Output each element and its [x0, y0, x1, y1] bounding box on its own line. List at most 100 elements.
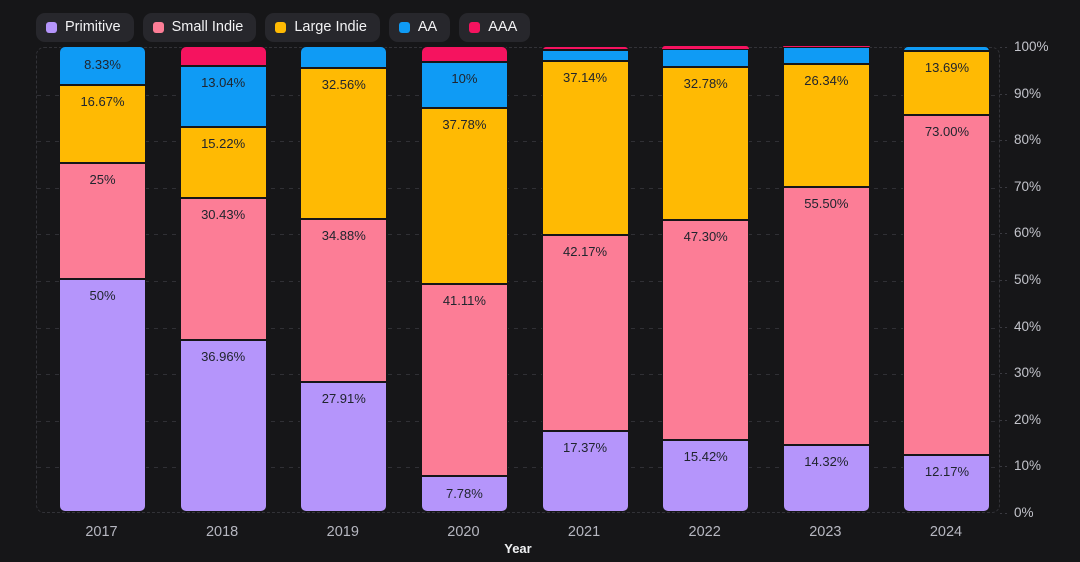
gridline-30: [37, 374, 999, 376]
legend-item-large-indie[interactable]: Large Indie: [265, 13, 380, 42]
bar-2021-small-indie-segment[interactable]: 42.17%: [541, 234, 629, 432]
bar-2018: 36.96% 30.43% 15.22% 13.04%: [179, 46, 267, 512]
bar-2023-large-indie-segment[interactable]: 26.34%: [782, 63, 870, 187]
legend-swatch-small-indie: [152, 22, 164, 33]
bar-2020-primitive-segment[interactable]: 7.78%: [420, 475, 508, 512]
bar-2019-small-indie-segment[interactable]: 34.88%: [300, 219, 388, 382]
bar-2020-aaa-segment[interactable]: [420, 46, 508, 62]
bar-value-label: 13.69%: [924, 60, 970, 76]
bar-2024-large-indie-segment[interactable]: 13.69%: [903, 51, 991, 116]
gridline-20: [37, 420, 999, 422]
bar-value-label: 26.34%: [804, 72, 849, 88]
bar-2020-large-indie-segment[interactable]: 37.78%: [420, 108, 508, 285]
bar-value-label: 42.17%: [563, 243, 608, 259]
gridline-80: [37, 141, 999, 143]
gridline-70: [37, 187, 999, 189]
x-tick-label-2023: 2023: [809, 524, 842, 540]
legend-item-aa[interactable]: AA: [388, 13, 451, 42]
y-tick-mark-50: [1000, 280, 1009, 281]
bar-2017-large-indie-segment[interactable]: 16.67%: [59, 84, 146, 163]
legend-label-aa: AA: [417, 19, 438, 36]
legend-item-primitive[interactable]: Primitive: [36, 13, 134, 42]
y-tick-mark-0: [1000, 513, 1009, 514]
bar-value-label: 32.56%: [321, 76, 366, 92]
bar-2022: 15.42% 47.30% 32.78%: [662, 46, 750, 512]
gridline-90: [37, 94, 999, 96]
bar-2023-aa-segment[interactable]: [782, 47, 870, 64]
bar-2023-primitive-segment[interactable]: 14.32%: [782, 445, 870, 512]
bar-value-label: 10%: [451, 70, 478, 86]
bar-2024-primitive-segment[interactable]: 12.17%: [903, 455, 991, 512]
x-tick-label-2018: 2018: [205, 524, 239, 540]
bar-2018-aaa-segment[interactable]: [179, 46, 267, 67]
plot-area: 50% 25% 16.67% 8.33% 36.96% 30.43% 15.22% 13.04…: [36, 46, 1000, 513]
bar-2023-aaa-segment[interactable]: [782, 46, 870, 48]
bar-2021-aaa-segment[interactable]: [541, 46, 629, 51]
bar-2022-large-indie-segment[interactable]: 32.78%: [662, 66, 750, 220]
y-tick-mark-40: [1000, 326, 1009, 328]
bar-2023-small-indie-segment[interactable]: 55.50%: [782, 186, 870, 446]
y-tick-mark-90: [1000, 93, 1009, 95]
bar-2023: 14.32% 55.50% 26.34%: [782, 46, 870, 512]
y-tick-mark-30: [1000, 373, 1009, 375]
legend-item-aaa[interactable]: AAA: [459, 13, 531, 42]
bar-2020-small-indie-segment[interactable]: 41.11%: [420, 284, 508, 476]
bar-value-label: 32.78%: [683, 75, 728, 91]
y-tick-label-10: 10%: [1014, 458, 1042, 474]
bar-2024-aa-segment[interactable]: [903, 46, 991, 52]
y-tick-mark-100: [1000, 47, 1009, 48]
bar-value-label: 50%: [89, 288, 116, 303]
bar-2019-primitive-segment[interactable]: 27.91%: [300, 381, 388, 512]
bar-2020: 7.78% 41.11% 37.78% 10%: [420, 46, 508, 512]
x-tick-label-2024: 2024: [929, 524, 963, 540]
x-tick-label-2020: 2020: [447, 524, 480, 540]
bar-2017-aa-segment[interactable]: 8.33%: [59, 46, 146, 85]
bar-value-label: 8.33%: [84, 57, 121, 73]
bar-2019-aa-segment[interactable]: [300, 46, 388, 68]
bar-value-label: 15.42%: [683, 449, 728, 465]
bar-2017: 50% 25% 16.67% 8.33%: [59, 46, 146, 512]
bar-2022-small-indie-segment[interactable]: 47.30%: [662, 219, 750, 441]
y-tick-mark-80: [1000, 140, 1009, 142]
bar-2021-large-indie-segment[interactable]: 37.14%: [541, 61, 629, 235]
y-tick-label-20: 20%: [1014, 411, 1042, 427]
x-axis-title: Year: [504, 541, 532, 556]
bar-2022-primitive-segment[interactable]: 15.42%: [662, 440, 750, 512]
bar-2022-aa-segment[interactable]: [662, 48, 750, 67]
bar-2018-primitive-segment[interactable]: 36.96%: [179, 339, 267, 512]
legend-swatch-aaa: [469, 22, 481, 33]
y-tick-label-60: 60%: [1014, 225, 1042, 241]
bar-value-label: 14.32%: [804, 454, 849, 470]
bar-2022-aaa-segment[interactable]: [662, 46, 750, 49]
legend-label-aaa: AAA: [488, 19, 518, 36]
y-tick-mark-70: [1000, 186, 1009, 188]
bar-2019-large-indie-segment[interactable]: 32.56%: [300, 67, 388, 220]
gridline-40: [37, 327, 999, 329]
bar-value-label: 17.37%: [563, 440, 608, 456]
y-tick-label-0: 0%: [1014, 505, 1034, 520]
bar-2017-small-indie-segment[interactable]: 25%: [59, 162, 146, 279]
bar-2018-aa-segment[interactable]: 13.04%: [179, 66, 267, 128]
bar-value-label: 37.78%: [442, 117, 487, 133]
bar-2018-large-indie-segment[interactable]: 15.22%: [179, 127, 267, 198]
bar-value-label: 15.22%: [201, 136, 246, 152]
y-tick-label-80: 80%: [1014, 132, 1042, 148]
x-tick-label-2021: 2021: [567, 524, 601, 540]
bar-2024: 12.17% 73.00% 13.69%: [903, 46, 991, 512]
y-tick-label-50: 50%: [1014, 272, 1042, 287]
legend-item-small-indie[interactable]: Small Indie: [142, 13, 257, 42]
bar-2018-small-indie-segment[interactable]: 30.43%: [179, 197, 267, 340]
y-tick-label-40: 40%: [1014, 318, 1042, 334]
bar-2021-primitive-segment[interactable]: 17.37%: [541, 431, 629, 512]
bar-2020-aa-segment[interactable]: 10%: [420, 61, 508, 109]
gridline-60: [37, 234, 999, 236]
bar-2017-primitive-segment[interactable]: 50%: [59, 279, 146, 512]
y-tick-label-30: 30%: [1014, 365, 1042, 381]
y-tick-mark-20: [1000, 419, 1009, 421]
gridline-50: [37, 281, 999, 282]
bar-2024-small-indie-segment[interactable]: 73.00%: [903, 115, 991, 456]
bar-2021-aa-segment[interactable]: [541, 50, 629, 62]
bar-value-label: 13.04%: [201, 75, 246, 91]
y-tick-mark-10: [1000, 466, 1009, 468]
